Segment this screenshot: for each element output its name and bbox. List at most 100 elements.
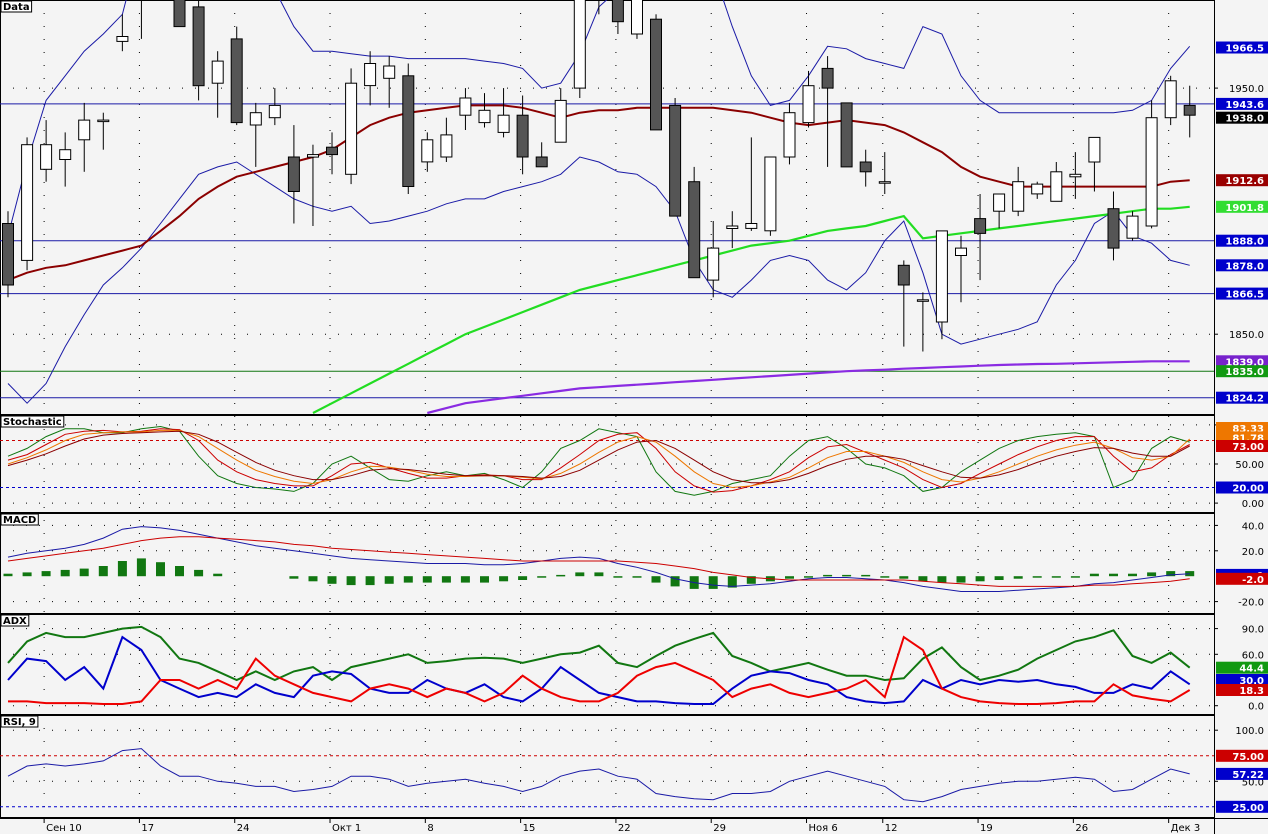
stochastic-series-line <box>7 425 1190 496</box>
price-pane-label: Data <box>0 0 33 13</box>
candle <box>554 88 567 143</box>
adx-value-badge: 18.3 <box>1216 684 1268 697</box>
candle <box>993 193 1006 229</box>
macd-histogram-bar <box>460 576 470 583</box>
x-tick-label: 8 <box>427 823 433 834</box>
macd-histogram-bar <box>1128 573 1137 577</box>
macd-histogram-bar <box>804 576 813 578</box>
candle <box>383 56 396 108</box>
candle <box>1183 85 1196 138</box>
macd-histogram-bar <box>117 561 127 577</box>
macd-histogram-bar <box>365 576 375 586</box>
stoch-value-badge: 73.00 <box>1216 440 1268 453</box>
x-tick-label: 29 <box>713 823 726 834</box>
svg-text:1888.0: 1888.0 <box>1225 237 1264 248</box>
svg-text:1943.6: 1943.6 <box>1225 100 1264 111</box>
macd-histogram-bar <box>556 574 566 577</box>
candle <box>916 292 929 352</box>
macd-histogram-bar <box>975 576 985 582</box>
candle <box>230 26 243 126</box>
macd-histogram-bar <box>594 572 604 577</box>
macd-histogram-bar <box>499 576 509 582</box>
price-value-badge: 1839.0 <box>1216 355 1268 368</box>
svg-text:1866.5: 1866.5 <box>1225 290 1264 301</box>
stoch-value-badge: 83.33 <box>1216 422 1268 435</box>
rsi-line <box>7 748 1190 803</box>
adx-series-line <box>8 635 1191 705</box>
macd-pane-label: MACD <box>0 513 39 526</box>
macd-histogram-bar <box>327 576 337 584</box>
macd-histogram-bar <box>823 574 833 577</box>
stochastic-series-line <box>7 428 1190 493</box>
candle <box>249 102 262 167</box>
candle <box>478 93 491 128</box>
macd-histogram-bar <box>194 569 204 577</box>
macd-histogram-bar <box>136 558 146 577</box>
candle <box>97 112 110 150</box>
candle <box>1031 181 1044 199</box>
candle <box>2 211 14 298</box>
svg-text:1901.8: 1901.8 <box>1225 203 1264 214</box>
macd-histogram-bar <box>651 576 661 583</box>
candle <box>40 120 53 182</box>
svg-text:18.3: 18.3 <box>1239 686 1264 697</box>
price-value-badge: 1878.0 <box>1216 259 1268 272</box>
candle <box>669 98 682 217</box>
macd-histogram-bar <box>956 576 966 583</box>
adx-pane-label: ADX <box>0 614 30 627</box>
rsi-value-badge: 75.00 <box>1216 749 1268 763</box>
macd-histogram-bar <box>670 576 680 587</box>
svg-text:-2.0: -2.0 <box>1242 575 1264 586</box>
macd-histogram-bar <box>746 576 756 584</box>
x-tick-label: Сен 10 <box>46 823 82 834</box>
macd-signal-line <box>7 536 1190 587</box>
stoch-y-tick-label: 0.00 <box>1242 499 1264 510</box>
macd-histogram-bar <box>727 576 737 588</box>
rsi-y-tick-label: 50.0 <box>1242 777 1264 788</box>
svg-text:1835.0: 1835.0 <box>1225 367 1264 378</box>
candle <box>1126 211 1139 241</box>
macd-histogram-bar <box>422 576 432 583</box>
adx-y-tick-label: 0.0 <box>1248 702 1264 713</box>
svg-text:30.0: 30.0 <box>1239 676 1264 687</box>
candle <box>650 14 662 131</box>
svg-text:73.00: 73.00 <box>1232 442 1264 453</box>
price-y-tick-label: 1850.0 <box>1229 330 1264 341</box>
svg-text:57.22: 57.22 <box>1232 770 1264 781</box>
macd-y-tick-label: -20.0 <box>1238 598 1264 609</box>
svg-text:Data: Data <box>3 2 30 13</box>
x-tick-label: 26 <box>1075 823 1088 834</box>
candle <box>783 102 796 165</box>
candle <box>935 230 948 340</box>
macd-histogram-bar <box>79 568 89 577</box>
candle <box>688 166 701 279</box>
macd-histogram-bar <box>575 572 585 577</box>
candle <box>1012 166 1025 217</box>
rsi-y-tick-label: 100.0 <box>1235 726 1264 737</box>
candle <box>364 51 377 106</box>
macd-histogram-bar <box>1089 573 1099 577</box>
macd-histogram-bar <box>1070 576 1080 578</box>
price-value-badge: 1866.5 <box>1216 287 1268 301</box>
svg-text:44.4: 44.4 <box>1239 664 1264 675</box>
macd-histogram-bar <box>403 576 413 583</box>
candle <box>211 51 224 118</box>
candle <box>326 132 338 175</box>
candle <box>59 132 72 187</box>
macd-histogram-bar <box>1147 572 1157 577</box>
stoch-value-badge: 20.00 <box>1216 481 1268 495</box>
macd-histogram-bar <box>842 574 852 577</box>
macd-histogram-bar <box>1032 576 1042 578</box>
candle <box>611 0 624 34</box>
svg-text:1878.0: 1878.0 <box>1225 261 1264 272</box>
stochastic-series-line <box>7 429 1191 489</box>
x-tick-label: 19 <box>980 823 993 834</box>
moving-average-long <box>427 360 1190 415</box>
svg-text:1912.6: 1912.6 <box>1225 176 1264 187</box>
macd-histogram-bar <box>937 576 947 583</box>
candle <box>764 156 777 236</box>
macd-histogram-bar <box>1051 576 1061 578</box>
bollinger-lower-line <box>7 156 1190 404</box>
svg-text:1839.0: 1839.0 <box>1225 357 1264 368</box>
candle <box>707 221 720 298</box>
